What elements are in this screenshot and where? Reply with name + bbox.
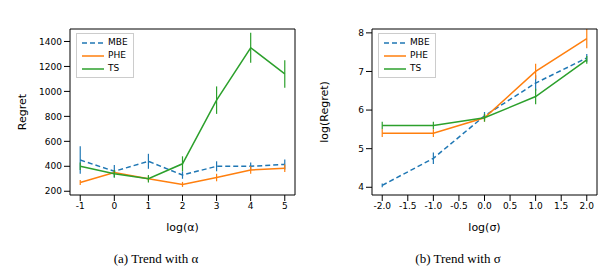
html-text:(a) Trend with α: (a) Trend with α [113, 251, 199, 266]
svg-text:7: 7 [358, 67, 364, 77]
svg-text:-0.5: -0.5 [450, 201, 468, 211]
html-text:TS: TS [410, 63, 422, 73]
svg-text:4: 4 [358, 182, 364, 192]
html-text:MBE: MBE [410, 37, 430, 47]
svg-text:1200: 1200 [39, 62, 62, 72]
svg-text:1: 1 [146, 201, 152, 211]
html-text:TS: TS [108, 63, 120, 73]
svg-text:1400: 1400 [39, 37, 62, 47]
svg-text:1000: 1000 [39, 87, 62, 97]
svg-text:-1.0: -1.0 [425, 201, 443, 211]
svg-text:-1: -1 [76, 201, 85, 211]
svg-text:log(σ): log(σ) [468, 221, 500, 234]
svg-text:0.5: 0.5 [503, 201, 517, 211]
svg-text:800: 800 [45, 112, 62, 122]
html-text:MBE: MBE [108, 37, 128, 47]
svg-text:400: 400 [45, 161, 62, 171]
svg-text:8: 8 [358, 28, 364, 38]
svg-text:200: 200 [45, 186, 62, 196]
svg-text:5: 5 [282, 201, 288, 211]
svg-text:Regret: Regret [16, 93, 29, 130]
html-text:(b) Trend with σ: (b) Trend with σ [415, 251, 501, 266]
svg-text:0: 0 [111, 201, 117, 211]
svg-text:log(α): log(α) [166, 221, 199, 234]
svg-text:6: 6 [358, 105, 364, 115]
svg-text:2.0: 2.0 [580, 201, 595, 211]
svg-text:600: 600 [45, 137, 62, 147]
svg-text:5: 5 [358, 144, 364, 154]
svg-text:-1.5: -1.5 [399, 201, 417, 211]
svg-text:4: 4 [248, 201, 254, 211]
html-text:PHE: PHE [410, 50, 428, 60]
svg-text:2: 2 [180, 201, 186, 211]
svg-text:1.5: 1.5 [554, 201, 568, 211]
svg-text:-2.0: -2.0 [373, 201, 391, 211]
svg-text:0.0: 0.0 [477, 201, 492, 211]
html-text:PHE: PHE [108, 50, 126, 60]
svg-text:3: 3 [214, 201, 220, 211]
svg-text:1.0: 1.0 [528, 201, 543, 211]
svg-text:log(Regret): log(Regret) [318, 81, 331, 143]
